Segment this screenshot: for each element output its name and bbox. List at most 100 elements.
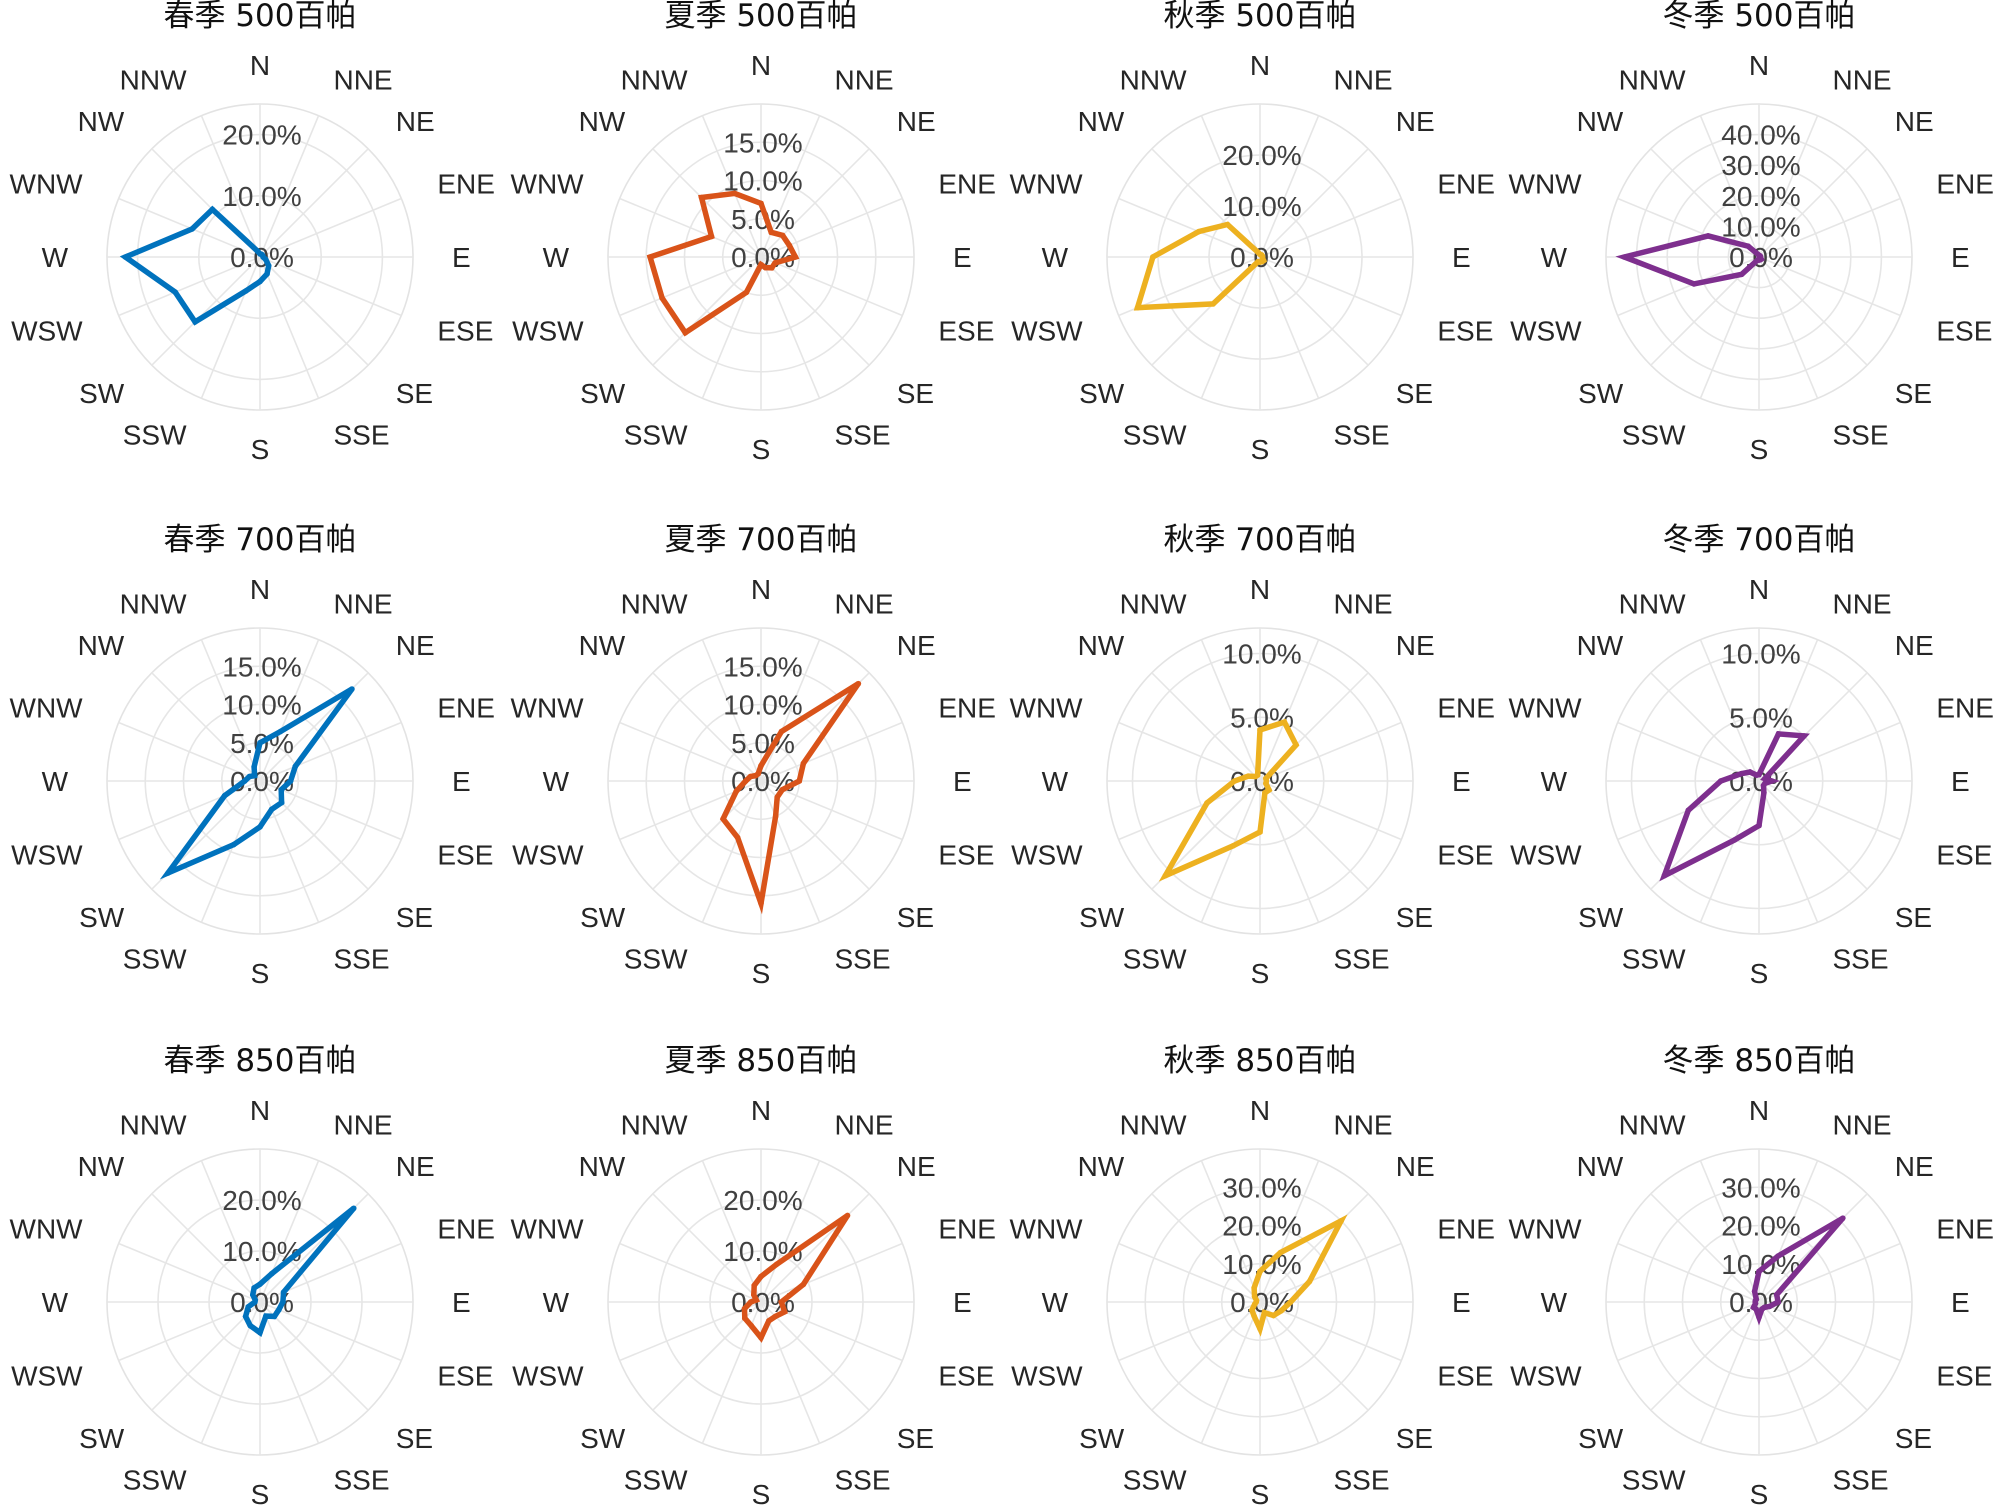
direction-label: ENE	[1437, 1214, 1495, 1245]
data-point-ssw	[1731, 837, 1738, 843]
angular-grid-line	[1151, 1193, 1261, 1303]
direction-label: ESE	[1437, 1360, 1493, 1391]
angular-grid-line	[259, 256, 402, 317]
direction-label: NW	[579, 630, 626, 661]
data-point-s	[1756, 1314, 1762, 1321]
direction-label: NE	[897, 1151, 936, 1182]
radial-tick-label: 20.0%	[222, 120, 301, 151]
angular-grid-line	[1650, 148, 1760, 258]
direction-label: NE	[897, 630, 936, 661]
data-point-wsw	[741, 1306, 748, 1312]
data-point-sw	[165, 870, 171, 876]
angular-grid-line	[701, 1160, 762, 1303]
direction-label: NW	[1078, 630, 1125, 661]
angular-grid-line	[760, 721, 903, 782]
data-point-nw	[1745, 243, 1751, 249]
panel-title: 夏季 850百帕	[664, 1043, 857, 1079]
direction-label: WNW	[1010, 693, 1084, 724]
data-point-ese	[1263, 780, 1269, 787]
radial-tick-label: 5.0%	[1729, 702, 1793, 733]
direction-label: NE	[1396, 106, 1435, 137]
data-point-nw	[1251, 1293, 1258, 1300]
direction-label: NE	[897, 106, 936, 137]
angular-grid-line	[619, 197, 762, 258]
data-point-wsw	[221, 792, 228, 799]
direction-label: WSW	[512, 315, 584, 346]
angular-grid-line	[1758, 780, 1868, 890]
radial-tick-label: 15.0%	[723, 127, 802, 158]
angular-grid-line	[259, 148, 369, 258]
radial-tick-label: 10.0%	[1222, 639, 1301, 670]
data-point-se	[265, 262, 272, 269]
direction-label: NNE	[834, 589, 893, 620]
data-point-ne	[779, 232, 786, 239]
data-point-n	[1756, 1268, 1762, 1275]
direction-label: S	[251, 958, 270, 989]
data-point-w	[1621, 254, 1628, 260]
data-point-nnw	[755, 771, 761, 777]
direction-label: WNW	[511, 169, 585, 200]
data-point-nw	[1753, 1296, 1760, 1303]
data-point-ssw	[743, 289, 750, 296]
direction-label: N	[250, 1095, 270, 1126]
data-point-sse	[263, 1313, 269, 1319]
radial-tick-label: 5.0%	[731, 728, 795, 759]
direction-label: ENE	[1936, 693, 1994, 724]
data-point-w	[647, 254, 653, 260]
direction-label: NNW	[1120, 1110, 1187, 1141]
angular-grid-line	[760, 256, 903, 317]
data-point-n	[257, 739, 263, 746]
direction-label: SW	[79, 1423, 125, 1454]
angular-grid-line	[619, 1242, 762, 1303]
direction-label: SE	[897, 902, 934, 933]
angular-grid-line	[760, 1193, 870, 1303]
data-point-ssw	[247, 1322, 254, 1329]
data-point-nne	[1775, 1253, 1781, 1259]
direction-label: W	[1541, 242, 1568, 273]
direction-label: E	[953, 242, 972, 273]
data-point-wnw	[1705, 233, 1711, 239]
direction-label: ESE	[938, 1360, 994, 1391]
direction-label: NE	[1895, 630, 1934, 661]
data-point-e	[1768, 778, 1775, 784]
direction-label: NNE	[1832, 1110, 1891, 1141]
radial-tick-label: 20.0%	[1222, 1211, 1301, 1242]
angular-grid-line	[619, 1301, 762, 1362]
direction-label: WNW	[1010, 1214, 1084, 1245]
direction-label: NNW	[120, 1110, 187, 1141]
panel-title: 冬季 700百帕	[1662, 522, 1855, 558]
angular-grid-line	[701, 115, 762, 258]
direction-label: NW	[1078, 1151, 1125, 1182]
data-point-s	[257, 824, 263, 830]
data-point-sw	[682, 329, 689, 336]
data-point-ssw	[230, 841, 237, 848]
direction-label: S	[1750, 434, 1769, 465]
angular-grid-line	[652, 672, 762, 782]
data-point-ne	[349, 686, 355, 692]
direction-label: SSW	[1622, 1464, 1686, 1495]
angular-grid-line	[760, 1242, 903, 1303]
direction-label: S	[752, 1479, 771, 1509]
direction-label: E	[1452, 1287, 1471, 1318]
direction-label: ESE	[437, 839, 493, 870]
direction-label: S	[752, 958, 771, 989]
data-point-nne	[1277, 1249, 1284, 1256]
panel-title: 冬季 850百帕	[1662, 1043, 1855, 1079]
direction-label: NW	[579, 1151, 626, 1182]
radial-tick-label: 30.0%	[1721, 1172, 1800, 1203]
direction-label: SE	[897, 1423, 934, 1454]
data-point-nnw	[251, 1285, 257, 1291]
direction-label: NE	[1895, 106, 1934, 137]
direction-label: SE	[1895, 1423, 1932, 1454]
angular-grid-line	[1758, 115, 1819, 258]
direction-label: SE	[396, 378, 433, 409]
data-point-sse	[1261, 1309, 1268, 1316]
angular-grid-line	[1758, 1242, 1901, 1303]
